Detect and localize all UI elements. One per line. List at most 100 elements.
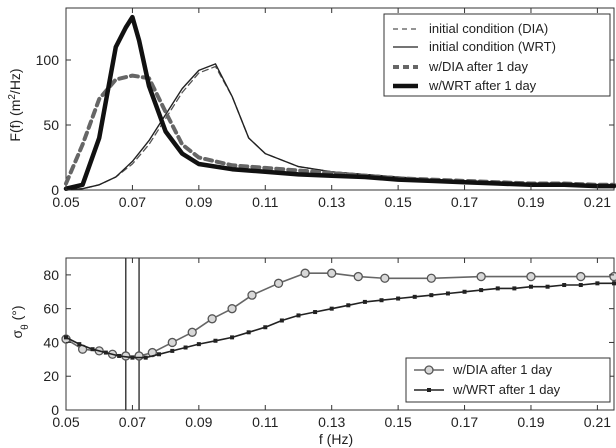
spread-data-point-square <box>196 342 201 347</box>
spread-y-ticks: 0 20 40 60 80 <box>43 267 614 418</box>
spread-x-tick-label: 0.17 <box>451 414 478 430</box>
spread-data-point-square <box>77 342 82 347</box>
spread-data-point-square <box>346 303 351 308</box>
spectrum-x-tick-label: 0.19 <box>517 194 544 210</box>
spread-data-point-square <box>230 335 235 340</box>
spectrum-y-axis-label: F(f) (m2/Hz) <box>7 68 24 141</box>
spectrum-series <box>63 14 616 191</box>
legend-label-spread-dia: w/DIA after 1 day <box>452 362 552 377</box>
spread-data-point-square <box>578 283 583 288</box>
spectrum-y-axis-label-sup: 2 <box>7 94 18 100</box>
legend-label-spread-wrt: w/WRT after 1 day <box>452 382 561 397</box>
spread-data-point-circle <box>273 278 284 288</box>
spectrum-plot-frame <box>65 7 615 191</box>
spread-data-point-square <box>213 338 218 343</box>
spread-data-point-square <box>412 294 417 299</box>
legend-label-dia-initial: initial condition (DIA) <box>429 21 548 36</box>
spread-x-tick-label: 0.09 <box>185 414 212 430</box>
legend-marker-spread-dia <box>424 365 434 375</box>
spread-data-point-square <box>156 352 161 357</box>
spread-data-point-circle <box>476 271 486 282</box>
spread-data-point-square <box>130 355 135 360</box>
legend-label-wrt-1day: w/WRT after 1 day <box>428 78 537 93</box>
spread-data-point-square <box>64 335 68 340</box>
spread-data-point-square <box>379 298 384 303</box>
spectrum-x-tick-label: 0.05 <box>52 194 79 210</box>
spread-data-point-circle <box>609 271 616 282</box>
spread-data-point-square <box>246 330 251 335</box>
spread-data-point-square <box>545 284 550 289</box>
spectrum-y-axis-label-tail: /Hz) <box>7 68 23 94</box>
spread-data-point-circle <box>134 351 144 361</box>
spread-data-point-square <box>362 299 367 304</box>
spread-x-tick-label: 0.05 <box>52 414 79 430</box>
spread-plot-frame <box>65 257 615 411</box>
spread-data-point-square <box>479 288 484 293</box>
spread-y-tick-label: 0 <box>51 402 59 418</box>
spread-data-point-circle <box>207 314 217 324</box>
spectrum-y-tick-label: 0 <box>51 182 59 198</box>
spread-y-axis-label-main: σ <box>9 330 25 339</box>
spread-data-point-square <box>143 355 148 360</box>
legend-marker-spread-wrt <box>427 388 431 392</box>
spread-series <box>61 268 616 361</box>
spread-series-line-2 <box>65 282 615 359</box>
spectrum-legend: initial condition (DIA) initial conditio… <box>383 13 611 97</box>
spread-data-point-square <box>313 310 318 315</box>
legend-label-dia-1day: w/DIA after 1 day <box>428 59 528 74</box>
spectrum-y-axis-label-main: F(f) (m <box>7 100 23 142</box>
spread-x-tick-label: 0.07 <box>119 414 146 430</box>
spread-y-tick-label: 80 <box>43 267 59 283</box>
spread-y-axis-label: σθ (°) <box>9 305 31 338</box>
spread-data-point-circle <box>187 327 197 337</box>
spread-data-point-circle <box>526 271 536 282</box>
spread-data-point-square <box>90 347 95 352</box>
spread-x-tick-label: 0.11 <box>252 414 278 430</box>
spread-y-axis-label-sub: θ <box>20 324 31 330</box>
spectrum-x-tick-label: 0.11 <box>252 194 278 210</box>
spread-data-point-square <box>263 325 268 330</box>
spread-data-point-square <box>117 353 122 358</box>
spectrum-y-tick-label: 50 <box>43 117 59 133</box>
spread-data-point-square <box>103 350 108 355</box>
spread-data-point-square <box>462 289 467 294</box>
spread-x-tick-label: 0.21 <box>584 414 611 430</box>
spread-x-tick-label: 0.19 <box>517 414 544 430</box>
spectrum-x-tick-label: 0.15 <box>384 194 411 210</box>
spread-data-point-circle <box>576 271 586 282</box>
spread-data-point-square <box>183 345 188 350</box>
spread-data-point-square <box>279 318 284 323</box>
legend-label-wrt-initial: initial condition (WRT) <box>429 39 556 54</box>
spread-legend: w/DIA after 1 day w/WRT after 1 day <box>405 357 611 403</box>
spread-y-axis-label-tail: (°) <box>9 305 25 324</box>
spread-data-point-square <box>495 286 500 291</box>
spectrum-x-tick-label: 0.21 <box>584 194 611 210</box>
spread-data-point-square <box>512 286 517 291</box>
spread-legend-box <box>405 357 611 403</box>
spread-data-point-square <box>396 296 401 301</box>
spread-data-point-square <box>595 281 600 286</box>
spectrum-y-ticks: 0 50 100 <box>36 52 614 198</box>
spread-data-point-circle <box>426 273 436 283</box>
spectrum-panel: 0.05 0.07 0.09 0.11 0.13 0.15 0.17 0.19 0.21 0 50… <box>7 7 616 210</box>
spectrum-y-tick-label: 100 <box>36 52 60 68</box>
spectrum-x-tick-label: 0.09 <box>185 194 212 210</box>
spread-data-point-circle <box>300 268 310 278</box>
spectrum-legend-box <box>383 13 611 97</box>
spread-data-point-circle <box>353 271 363 282</box>
spread-x-axis-label: f (Hz) <box>319 431 353 447</box>
spectrum-x-tick-label: 0.17 <box>451 194 478 210</box>
spectrum-series-line-4 <box>63 14 616 191</box>
spectrum-x-tick-label: 0.13 <box>318 194 345 210</box>
spread-data-point-square <box>528 284 533 289</box>
spectrum-x-tick-label: 0.07 <box>119 194 146 210</box>
spread-data-point-circle <box>167 337 177 348</box>
spread-data-point-square <box>562 283 567 288</box>
spread-y-tick-label: 60 <box>43 301 59 317</box>
spread-data-point-circle <box>380 273 390 283</box>
spread-y-tick-label: 20 <box>43 368 59 384</box>
spread-data-point-square <box>445 291 450 296</box>
spread-data-point-square <box>170 348 175 353</box>
spread-vertical-markers <box>125 258 140 410</box>
